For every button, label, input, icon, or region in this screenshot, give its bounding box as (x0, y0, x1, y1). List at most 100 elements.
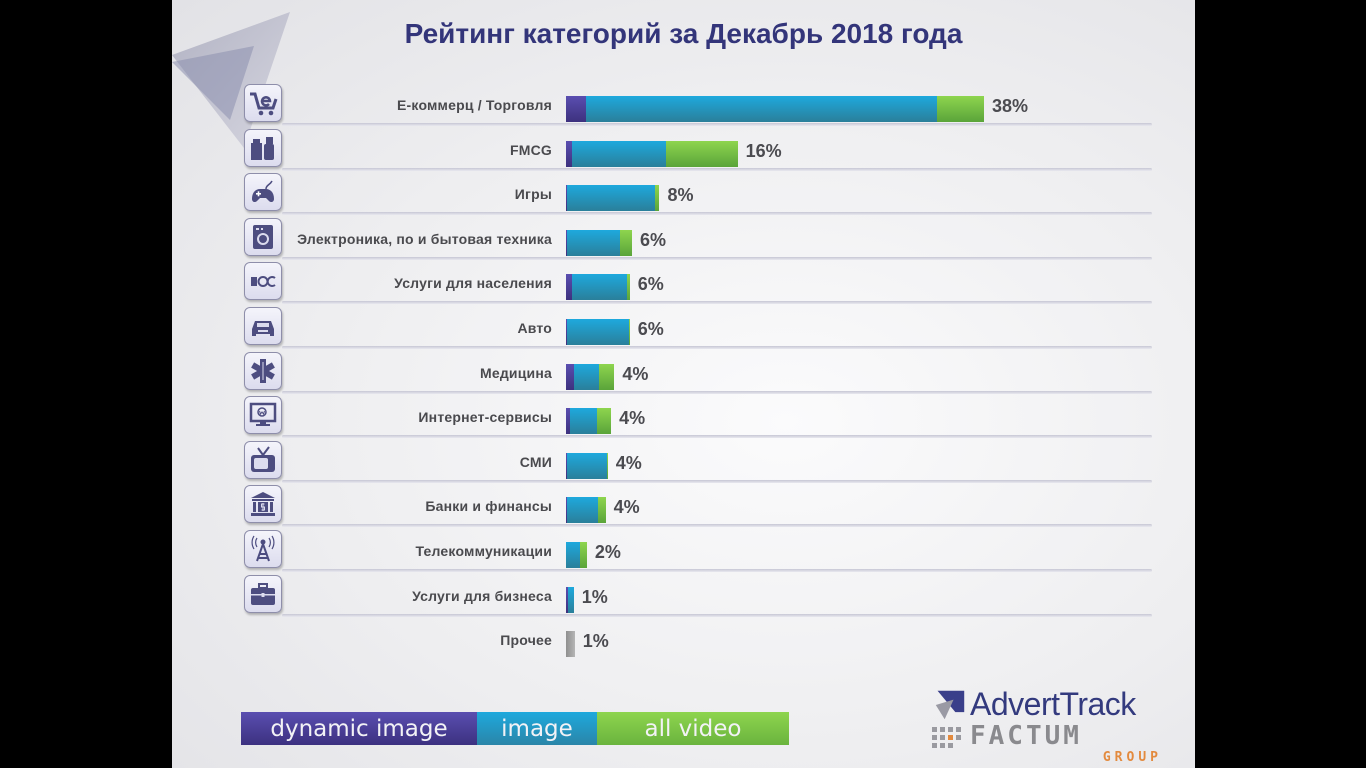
shopping-cart-icon (244, 84, 282, 122)
legend: dynamic image image all video (241, 712, 789, 745)
bar-segment-image (567, 497, 598, 524)
category-label: Е-коммерц / Торговля (397, 97, 552, 113)
value-label: 1% (581, 586, 608, 607)
bar-segment-image (573, 363, 599, 390)
b2c-icon (244, 262, 282, 301)
bar-segment-image (567, 319, 629, 345)
row-separator (282, 613, 1152, 617)
category-label: Интернет-сервисы (418, 409, 552, 426)
chart-row: Авто 6% (242, 305, 1152, 349)
value-label: 2% (594, 542, 621, 562)
row-separator (282, 301, 1152, 305)
chart-row: Банки и финансы 4% (242, 483, 1152, 528)
bar-segment-image (567, 452, 607, 479)
stacked-bar (566, 363, 615, 390)
medical-star-icon (244, 351, 282, 390)
bar-segment-other (566, 631, 575, 658)
row-separator (282, 256, 1152, 260)
category-label: Электроника, по и бытовая техника (297, 230, 552, 247)
tv-icon (244, 440, 282, 479)
stacked-bar (566, 408, 612, 435)
bar-segment-image (571, 274, 627, 301)
gamepad-icon (244, 173, 282, 212)
value-label: 6% (637, 319, 664, 339)
chart-row: Услуги для населения 6% (242, 260, 1152, 305)
bar-segment-image (567, 185, 656, 212)
chart-row: Прочее 1% (242, 617, 1152, 661)
legend-item-dynamic-image: dynamic image (241, 712, 477, 745)
value-label: 16% (745, 140, 782, 161)
bank-icon (244, 485, 282, 524)
row-separator (282, 123, 1152, 126)
value-label: 4% (613, 497, 640, 518)
value-label: 1% (582, 631, 609, 652)
stacked-bar (566, 229, 632, 256)
logo-brand: AdvertTrack (970, 686, 1136, 722)
row-separator (282, 390, 1152, 394)
bar-segment-image (567, 229, 620, 256)
bar-segment-all-video (619, 229, 632, 256)
row-separator (282, 346, 1152, 349)
value-label: 4% (615, 452, 642, 473)
category-label: СМИ (519, 453, 552, 470)
briefcase-icon (244, 574, 282, 613)
category-label: Авто (517, 320, 552, 336)
value-label: 6% (637, 274, 664, 295)
category-label: FMCG (509, 141, 552, 158)
bar-segment-image (570, 408, 597, 435)
category-label: Услуги для бизнеса (412, 587, 552, 604)
page-title: Рейтинг категорий за Декабрь 2018 года (404, 18, 963, 49)
category-label: Медицина (480, 364, 552, 381)
bar-segment-all-video (580, 542, 587, 568)
bar-segment-all-video (936, 96, 984, 122)
row-separator (282, 435, 1152, 439)
category-label: Телекоммуникации (415, 543, 552, 559)
bar-segment-dynamic-image (566, 96, 586, 122)
stacked-bar (566, 96, 984, 122)
stacked-bar (566, 586, 574, 613)
row-separator (282, 524, 1152, 528)
logo-mark-icon (935, 690, 965, 720)
chart-row: Услуги для бизнеса 1% (242, 573, 1152, 617)
bar-segment-all-video (598, 363, 615, 390)
logo-company: FACTUM (970, 721, 1082, 751)
bar-segment-image (568, 586, 574, 613)
antenna-tower-icon (244, 530, 282, 568)
bar-segment-dynamic-image (566, 452, 568, 479)
category-label: Игры (514, 186, 552, 203)
chart-row: Интернет-сервисы 4% (242, 394, 1152, 439)
bar-segment-dynamic-image (566, 586, 569, 613)
row-separator (282, 167, 1152, 171)
bar-segment-dynamic-image (566, 319, 568, 345)
row-separator (282, 569, 1152, 572)
row-separator (282, 212, 1152, 216)
bar-segment-dynamic-image (566, 497, 568, 524)
bar-segment-image (585, 96, 937, 122)
bar-segment-all-video (666, 140, 738, 167)
stacked-bar (566, 185, 660, 212)
bar-segment-all-video (606, 452, 608, 479)
legend-item-all-video: all video (597, 712, 789, 745)
advertrack-factum-logo: AdvertTrack FACTUM GROUP (930, 686, 1170, 768)
bar-segment-dynamic-image (566, 408, 571, 435)
value-label: 8% (667, 185, 694, 206)
bar-segment-dynamic-image (566, 185, 568, 212)
bar-segment-all-video (628, 319, 630, 345)
stacked-bar (566, 274, 630, 301)
stacked-bar (566, 452, 608, 479)
stacked-bar (566, 140, 738, 167)
chart-row: FMCG 16% (242, 127, 1152, 171)
chart-row: Медицина 4% (242, 350, 1152, 394)
chart-row: Игры 8% (242, 171, 1152, 216)
bar-segment-dynamic-image (566, 274, 572, 301)
car-icon (244, 307, 282, 345)
bar-segment-dynamic-image (566, 140, 572, 167)
logo-sub: GROUP (1102, 750, 1162, 765)
bar-segment-dynamic-image (566, 229, 568, 256)
decorative-triangle (172, 12, 290, 148)
stacked-bar (566, 542, 587, 568)
washing-machine-icon (244, 217, 282, 256)
stacked-bar (566, 631, 575, 658)
chart-row: СМИ 4% (242, 439, 1152, 483)
value-label: 6% (640, 229, 667, 250)
